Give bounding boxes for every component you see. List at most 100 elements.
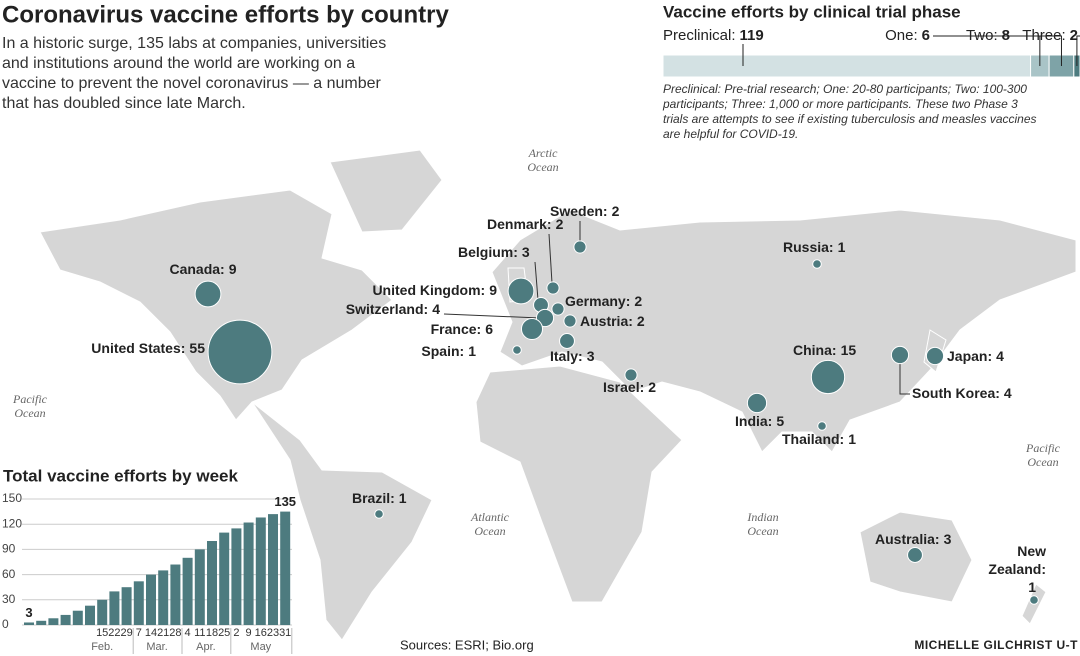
africa <box>475 365 683 603</box>
y-tick-label: 0 <box>2 617 9 631</box>
country-value: 15 <box>841 342 857 358</box>
phase-note: are helpful for COVID-19. <box>663 127 798 141</box>
bar <box>97 599 108 625</box>
x-tick-label: 21 <box>157 627 169 639</box>
bar <box>60 614 71 625</box>
country-name: China: <box>793 342 837 358</box>
bubble <box>746 392 768 414</box>
bubble <box>573 240 587 254</box>
country-value: 6 <box>485 321 493 337</box>
x-tick-label: 2 <box>233 627 239 639</box>
bar <box>255 517 266 625</box>
country-name: United Kingdom: <box>372 282 485 298</box>
bubble <box>907 547 923 563</box>
country-value: 1 <box>1028 579 1036 595</box>
ocean-label: Indian Ocean <box>746 510 778 538</box>
bar <box>207 541 217 625</box>
country-label: Switzerland: 4 <box>346 301 440 317</box>
greenland <box>329 149 443 233</box>
bubble <box>925 346 945 366</box>
country-label: France: 6 <box>431 321 494 337</box>
x-tick-label: 23 <box>267 627 279 639</box>
bar <box>268 514 278 625</box>
bubble <box>194 280 222 308</box>
country-value: 1 <box>399 490 407 506</box>
subtitle: In a historic surge, 135 labs at compani… <box>2 35 386 52</box>
bar <box>158 570 169 625</box>
phase-note: Preclinical: Pre-trial research; One: 20… <box>663 82 1027 96</box>
bar <box>133 581 144 625</box>
bar <box>280 511 291 625</box>
country-name: Switzerland: <box>346 301 428 317</box>
y-tick-label: 120 <box>2 516 22 530</box>
ocean-word: Ocean <box>474 524 505 538</box>
country-value: 2 <box>556 216 564 232</box>
bubble <box>559 333 575 349</box>
bar <box>109 591 120 625</box>
country-value: 2 <box>634 293 642 309</box>
phase-label: Two: 8 <box>966 27 1010 44</box>
country-value: 4 <box>432 301 440 317</box>
month-label: Apr. <box>196 641 216 653</box>
country-value: 4 <box>1004 385 1012 401</box>
bar <box>121 587 132 625</box>
ocean-word: Indian <box>746 510 778 524</box>
bubble <box>546 281 560 295</box>
country-value: 2 <box>637 313 645 329</box>
x-tick-label: 11 <box>194 627 205 639</box>
country-name: Italy: <box>550 348 583 364</box>
y-tick-label: 150 <box>2 491 22 505</box>
bar <box>146 574 156 625</box>
phase-segment <box>662 54 1032 78</box>
country-name: Brazil: <box>352 490 395 506</box>
country-value: 9 <box>229 261 237 277</box>
ocean-word: Pacific <box>1025 441 1061 455</box>
x-tick-label: 18 <box>206 627 218 639</box>
bubble <box>507 277 535 305</box>
country-value: 2 <box>648 379 656 395</box>
bubble <box>512 345 522 355</box>
country-name: Spain: <box>421 343 464 359</box>
bubble <box>812 259 822 269</box>
phase-name: One: <box>885 27 918 44</box>
leader-line <box>534 261 539 301</box>
phase-leader <box>1013 35 1062 66</box>
bubble <box>563 314 577 328</box>
country-name: India: <box>735 413 772 429</box>
y-tick-label: 30 <box>2 592 16 606</box>
country-label: United States: 55 <box>91 340 205 356</box>
country-value: 5 <box>776 413 784 429</box>
x-tick-label: 31 <box>279 627 291 639</box>
country-label: Russia: 1 <box>783 239 846 255</box>
ocean-word: Ocean <box>1027 455 1058 469</box>
phase-name: Preclinical: <box>663 27 736 44</box>
country-label: United Kingdom: 9 <box>372 282 497 298</box>
credit: MICHELLE GILCHRIST U-T <box>914 638 1078 652</box>
y-tick-label: 90 <box>2 542 16 556</box>
country-value: 1 <box>468 343 476 359</box>
bubble <box>890 345 910 365</box>
country-value: 4 <box>996 348 1004 364</box>
ocean-word: Arctic <box>528 146 559 160</box>
x-tick-label: 4 <box>185 627 191 639</box>
bubble <box>520 317 544 341</box>
country-label: Germany: 2 <box>565 293 642 309</box>
country-value: 9 <box>489 282 497 298</box>
country-label: Israel: 2 <box>603 379 656 395</box>
country-name: Russia: <box>783 239 834 255</box>
title: Coronavirus vaccine efforts by country <box>2 1 449 28</box>
phase-value: 2 <box>1070 27 1078 44</box>
country-label: Belgium: 3 <box>458 244 530 260</box>
subtitle: vaccine to prevent the novel coronavirus… <box>2 75 382 92</box>
month-label: Mar. <box>146 641 167 653</box>
ocean-word: Ocean <box>527 160 558 174</box>
country-label: Austria: 2 <box>580 313 645 329</box>
panel-title: Vaccine efforts by clinical trial phase <box>663 2 961 21</box>
panel-title: Total vaccine efforts by week <box>3 466 238 485</box>
ocean-word: Atlantic <box>470 510 510 524</box>
ocean-word: Pacific <box>12 392 48 406</box>
bubble <box>374 509 384 519</box>
ocean-word: Ocean <box>747 524 778 538</box>
country-name: Israel: <box>603 379 644 395</box>
ocean-label: Atlantic Ocean <box>470 510 510 538</box>
